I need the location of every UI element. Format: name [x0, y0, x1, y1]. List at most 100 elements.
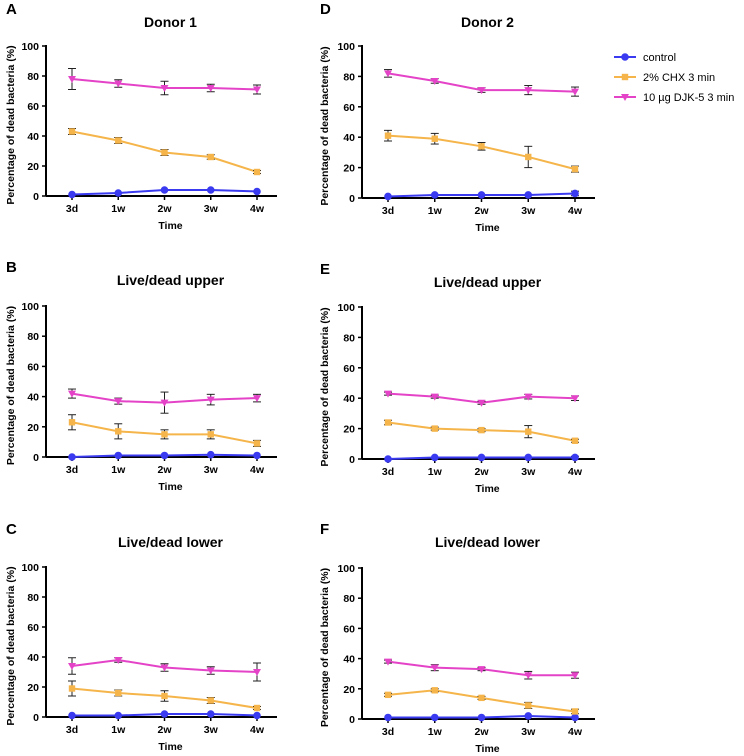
- data-point: [161, 692, 168, 700]
- x-tick-label: 1w: [428, 726, 443, 738]
- y-tick-label: 20: [27, 422, 39, 434]
- legend-marker: [621, 73, 629, 81]
- data-point: [161, 431, 168, 438]
- data-point: [115, 428, 122, 435]
- y-axis-label: Percentage of dead bacteria (%): [5, 306, 17, 465]
- data-point: [524, 712, 533, 720]
- series-2-chx-3-min: [384, 129, 579, 173]
- y-tick-label: 40: [343, 654, 355, 666]
- data-point: [253, 168, 261, 176]
- y-tick-label: 60: [343, 623, 355, 635]
- data-point: [68, 128, 76, 135]
- data-point: [384, 390, 392, 398]
- y-tick-label: 80: [343, 332, 355, 344]
- x-tick-label: 2w: [474, 205, 489, 217]
- legend: control 2% CHX 3 min 10 µg DJK-5 3 min: [614, 52, 734, 104]
- x-tick-label: 3w: [521, 205, 536, 217]
- y-tick-label: 60: [343, 363, 355, 375]
- x-tick-label: 4w: [568, 726, 583, 738]
- x-tick-label: 1w: [428, 205, 443, 217]
- data-point: [253, 711, 261, 720]
- data-point: [160, 186, 169, 194]
- series-control: [384, 453, 579, 463]
- data-point: [478, 426, 485, 434]
- series-line: [387, 134, 576, 171]
- data-point: [571, 453, 579, 462]
- data-point: [524, 453, 533, 462]
- series-2-chx-3-min: [384, 687, 579, 715]
- data-point: [114, 657, 123, 664]
- series-2-chx-3-min: [384, 419, 579, 444]
- x-tick-label: 4w: [568, 205, 583, 217]
- data-point: [253, 187, 261, 196]
- data-point: [384, 419, 392, 426]
- data-point: [206, 667, 215, 675]
- y-tick-label: 100: [21, 301, 39, 313]
- x-tick-label: 1w: [111, 464, 126, 476]
- x-tick-label: 4w: [250, 724, 265, 736]
- y-axis-label: Percentage of dead bacteria (%): [5, 45, 17, 204]
- data-point: [68, 685, 76, 692]
- data-point: [430, 713, 439, 722]
- legend-item: control: [614, 52, 676, 64]
- series-10-g-djk-5-3-min: [384, 390, 579, 407]
- data-point: [160, 710, 169, 718]
- data-point: [207, 153, 214, 161]
- data-point: [477, 87, 486, 95]
- data-point: [207, 431, 214, 438]
- data-point: [253, 395, 261, 403]
- legend-label: control: [643, 52, 676, 64]
- y-tick-label: 40: [27, 652, 39, 664]
- chart-title: Live/dead lower: [435, 534, 541, 550]
- data-point: [114, 451, 123, 460]
- data-point: [384, 455, 392, 463]
- data-point: [68, 453, 76, 461]
- chart-panels: A Donor 1 0 20 40 60 80 100 3d 1w 2w 3w 4w Time Percen…: [5, 1, 595, 755]
- x-tick-label: 3d: [382, 466, 394, 478]
- series-control: [68, 710, 261, 720]
- y-axis-label: Percentage of dead bacteria (%): [319, 46, 331, 205]
- data-point: [253, 704, 261, 712]
- data-point: [430, 453, 439, 462]
- series-2-chx-3-min: [68, 680, 261, 712]
- data-point: [160, 664, 169, 672]
- y-tick-label: 60: [343, 102, 355, 114]
- data-point: [160, 451, 169, 460]
- series-control: [68, 186, 261, 199]
- chart-title: Donor 1: [144, 14, 197, 30]
- data-point: [571, 708, 579, 715]
- series-control: [384, 189, 579, 201]
- y-tick-label: 20: [27, 682, 39, 694]
- data-point: [384, 70, 392, 78]
- series-control: [384, 712, 579, 722]
- y-tick-label: 40: [27, 131, 39, 143]
- series-2-chx-3-min: [68, 414, 261, 447]
- data-point: [68, 419, 76, 426]
- x-tick-label: 2w: [157, 464, 172, 476]
- data-point: [161, 149, 168, 156]
- y-tick-label: 0: [33, 452, 39, 464]
- data-point: [431, 687, 438, 694]
- data-point: [114, 398, 123, 406]
- legend-marker: [621, 94, 629, 101]
- data-point: [571, 672, 579, 680]
- data-point: [431, 135, 438, 142]
- x-tick-label: 3d: [66, 724, 78, 736]
- data-point: [524, 672, 533, 680]
- series-10-g-djk-5-3-min: [384, 658, 579, 680]
- y-tick-label: 80: [27, 331, 39, 343]
- data-point: [571, 437, 579, 444]
- data-point: [206, 450, 215, 459]
- data-point: [478, 143, 485, 150]
- data-point: [477, 666, 486, 674]
- data-point: [68, 711, 76, 720]
- data-point: [68, 663, 76, 670]
- x-tick-label: 1w: [111, 203, 126, 215]
- data-point: [68, 390, 76, 398]
- data-point: [477, 399, 486, 407]
- y-tick-label: 80: [343, 593, 355, 605]
- x-tick-label: 3w: [521, 726, 536, 738]
- data-point: [524, 393, 533, 401]
- y-axis-label: Percentage of dead bacteria (%): [319, 307, 331, 466]
- y-tick-label: 80: [27, 592, 39, 604]
